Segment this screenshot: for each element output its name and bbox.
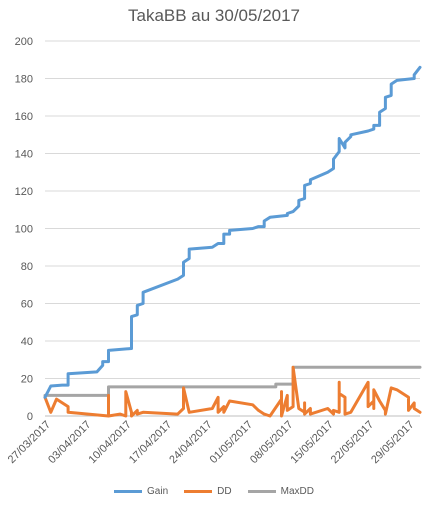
y-tick-label-0: 0 [27, 411, 33, 423]
series-line-gain [43, 65, 422, 399]
y-tick-label-140: 140 [15, 149, 33, 161]
y-tick-label-40: 40 [21, 336, 33, 348]
x-tick-label-6: 08/05/2017 [248, 419, 295, 466]
y-tick-label-100: 100 [15, 224, 33, 236]
x-tick-label-9: 29/05/2017 [369, 419, 416, 466]
legend-swatch-maxdd [247, 490, 276, 493]
y-tick-label-180: 180 [15, 74, 33, 86]
legend-swatch-gain [114, 490, 143, 493]
x-tick-label-4: 24/04/2017 [167, 419, 214, 466]
legend-label-gain: Gain [147, 486, 169, 497]
series-line-dd [43, 365, 422, 418]
y-tick-label-120: 120 [15, 186, 33, 198]
x-tick-label-1: 03/04/2017 [46, 419, 93, 466]
chart-title: TakaBB au 30/05/2017 [127, 6, 301, 25]
legend: Gain DD MaxDD [0, 486, 428, 497]
y-tick-label-160: 160 [15, 111, 33, 123]
x-tick-label-3: 17/04/2017 [127, 419, 174, 466]
x-tick-label-5: 01/05/2017 [208, 419, 255, 466]
legend-swatch-dd [184, 490, 213, 493]
y-tick-label-200: 200 [15, 36, 33, 48]
legend-item-gain: Gain [114, 486, 168, 497]
legend-label-dd: DD [217, 486, 232, 497]
x-tick-label-0: 27/03/2017 [6, 419, 53, 466]
y-tick-label-80: 80 [21, 261, 33, 273]
x-tick-label-8: 22/05/2017 [329, 419, 376, 466]
legend-item-dd: DD [184, 486, 232, 497]
y-tick-label-60: 60 [21, 299, 33, 311]
legend-label-maxdd: MaxDD [280, 486, 314, 497]
x-tick-label-7: 15/05/2017 [288, 419, 335, 466]
y-tick-label-20: 20 [21, 374, 33, 386]
x-tick-label-2: 10/04/2017 [86, 419, 133, 466]
legend-item-maxdd: MaxDD [247, 486, 314, 497]
